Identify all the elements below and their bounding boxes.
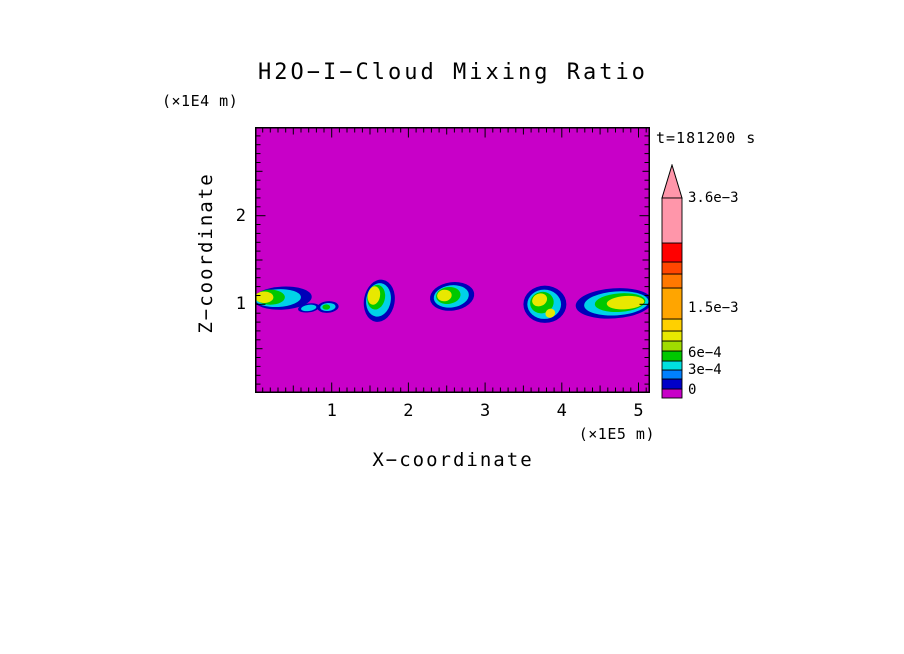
colorbar-segment	[661, 197, 683, 244]
colorbar-segment	[661, 340, 683, 352]
cloud-3	[363, 279, 395, 322]
colorbar-label: 6e−4	[688, 345, 722, 361]
x-tick-label: 4	[556, 401, 567, 421]
cloud-1	[255, 286, 312, 310]
colorbar-segment	[661, 350, 683, 362]
z-tick-label: 2	[235, 205, 246, 226]
cloud-1-tail	[298, 303, 320, 313]
colorbar-segment	[661, 242, 683, 263]
colorbar-segment	[661, 369, 683, 380]
colorbar-label: 0	[688, 382, 697, 398]
x-tick-label: 5	[633, 401, 644, 421]
heatmap-canvas	[255, 127, 650, 393]
colorbar-segment	[661, 360, 683, 371]
colorbar-segment	[661, 273, 683, 289]
colorbar-label: 3e−4	[688, 362, 722, 378]
x-tick-label: 3	[479, 401, 491, 421]
time-annotation: t=181200 s	[656, 129, 757, 147]
colorbar-segment	[661, 388, 683, 399]
x-axis-unit-label: (×1E5 m)	[578, 425, 655, 443]
cloud-6	[575, 288, 650, 319]
colorbar-segment	[661, 287, 683, 320]
colorbar-arrow-tip	[661, 164, 683, 199]
z-axis-unit-label: (×1E4 m)	[162, 92, 239, 110]
cloud-2	[317, 301, 339, 313]
colorbar	[661, 164, 683, 399]
colorbar-segment	[661, 261, 683, 275]
z-axis-title: Z−coordinate	[195, 172, 217, 334]
colorbar-label: 3.6e−3	[688, 190, 739, 206]
colorbar-segment	[661, 318, 683, 332]
z-tick-label: 1	[235, 294, 246, 315]
x-axis-title: X−coordinate	[372, 449, 534, 471]
colorbar-label: 1.5e−3	[688, 300, 739, 316]
colorbar-segment	[661, 330, 683, 342]
colorbar-segment	[661, 378, 683, 390]
plot-area	[255, 127, 650, 393]
cloud-5	[523, 285, 567, 323]
x-tick-label: 1	[326, 401, 337, 421]
chart-title: H2O−I−Cloud Mixing Ratio	[258, 60, 648, 85]
cloud-4	[429, 282, 475, 311]
x-tick-label: 2	[403, 401, 414, 421]
